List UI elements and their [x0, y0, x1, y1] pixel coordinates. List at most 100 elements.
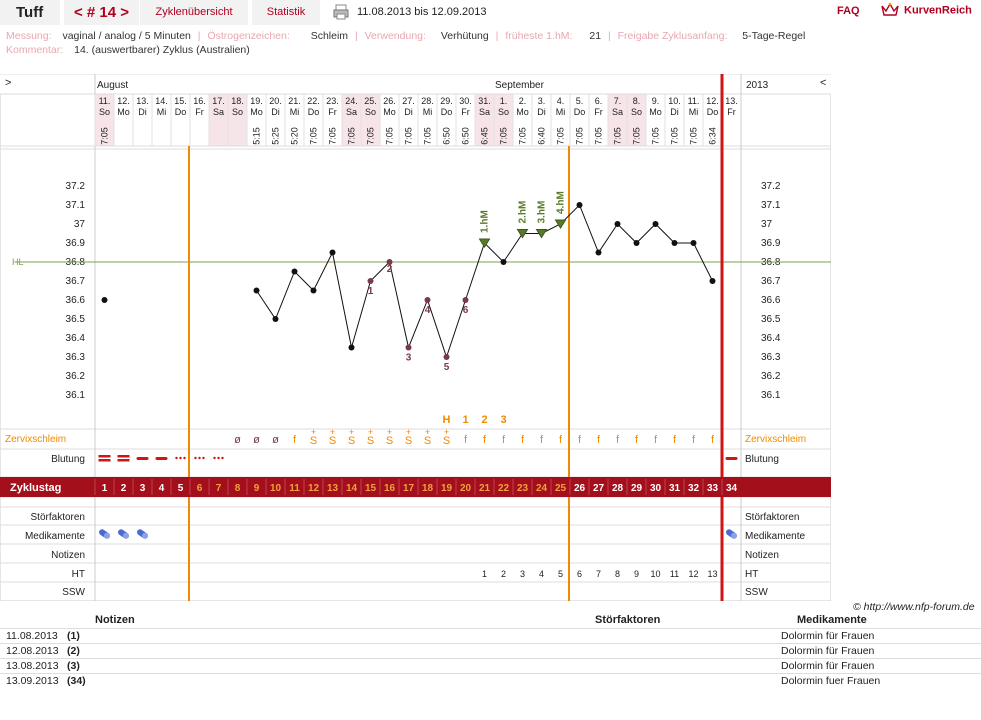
day-date: 11. — [99, 96, 111, 106]
y-tick-right: 37 — [761, 219, 773, 230]
freigabe-value: 5-Tage-Regel — [742, 30, 806, 42]
mucus-plus: + — [311, 427, 316, 437]
temperature-point — [614, 221, 621, 227]
app-title: Tuff — [0, 0, 60, 25]
day-date: 30. — [459, 96, 472, 106]
notes-row-medication: Dolormin für Frauen — [781, 645, 875, 657]
bleeding-mark — [155, 457, 168, 460]
temperature-point — [367, 278, 374, 284]
day-time: 7:05 — [670, 127, 680, 145]
day-time: 7:05 — [632, 127, 642, 145]
temperature-point — [462, 297, 469, 303]
y-tick-left: 36.9 — [66, 238, 86, 249]
medication-pill-icon — [99, 529, 110, 539]
mucus-symbol: f — [521, 434, 525, 446]
higher-measurement-label: 2.hM — [518, 201, 529, 224]
cycle-day-number: 11 — [289, 483, 300, 494]
medication-pill-icon — [137, 529, 148, 539]
weekend-shade — [228, 94, 247, 146]
year-label: 2013 — [746, 80, 769, 91]
day-weekday: Di — [670, 107, 679, 117]
bleeding-mark — [136, 457, 149, 460]
mucus-symbol: f — [483, 434, 487, 446]
frueheste-label: früheste 1.hM: — [505, 30, 573, 42]
day-date: 13. — [725, 96, 738, 106]
y-tick-right: 36.5 — [761, 314, 781, 325]
day-date: 7. — [614, 96, 622, 106]
brand-name: KurvenReich — [904, 4, 972, 17]
notes-row-cycle-day: (1) — [67, 630, 80, 642]
cycle-day-number: 33 — [707, 483, 719, 494]
day-time: 7:05 — [689, 127, 699, 145]
mucus-symbol: f — [578, 434, 582, 446]
ht-number: 5 — [558, 569, 563, 579]
temperature-point — [424, 297, 431, 303]
mucus-plus: + — [330, 427, 335, 437]
mucus-symbol: f — [540, 434, 544, 446]
ht-number: 1 — [482, 569, 487, 579]
temperature-point — [709, 278, 716, 284]
day-weekday: Mi — [157, 107, 167, 117]
row-label-blutung: Blutung — [51, 454, 85, 465]
notes-row-date: 11.08.2013 — [6, 630, 58, 642]
bleeding-mark — [725, 457, 738, 460]
mucus-plus: + — [406, 427, 411, 437]
day-time: 7:05 — [366, 127, 376, 145]
mucus-symbol: S — [348, 435, 355, 447]
notes-row: 13.08.2013 (3) Dolormin für Frauen — [0, 658, 981, 674]
day-time: 7:05 — [499, 127, 509, 145]
y-tick-right: 36.7 — [761, 276, 781, 287]
day-time: 7:05 — [100, 127, 110, 145]
faq-link[interactable]: FAQ — [837, 5, 860, 17]
day-weekday: So — [99, 107, 110, 117]
y-tick-left: 36.6 — [66, 295, 86, 306]
cycle-selector[interactable]: < # 14 > — [64, 0, 139, 25]
cycle-day-number: 23 — [517, 483, 529, 494]
y-tick-right: 37.2 — [761, 181, 781, 192]
row-label-zervix: Zervixschleim — [5, 434, 66, 445]
mucus-symbol: f — [654, 434, 658, 446]
day-date: 5. — [576, 96, 584, 106]
brand-logo[interactable]: KurvenReich — [881, 2, 972, 19]
cycle-day-number: 26 — [574, 483, 586, 494]
day-date: 4. — [557, 96, 565, 106]
mucus-plus: + — [349, 427, 354, 437]
notes-row: 13.09.2013 (34) Dolormin fuer Frauen — [0, 673, 981, 689]
peak-marker: 1 — [462, 414, 468, 426]
day-date: 26. — [383, 96, 396, 106]
day-weekday: Do — [441, 107, 453, 117]
day-time: 7:05 — [594, 127, 604, 145]
ht-number: 6 — [577, 569, 582, 579]
mucus-plus: + — [368, 427, 373, 437]
mucus-symbol: ø — [253, 434, 260, 446]
tab-statistics[interactable]: Statistik — [252, 0, 320, 25]
day-date: 8. — [633, 96, 641, 106]
tab-cycle-overview[interactable]: Zyklenübersicht — [140, 0, 248, 25]
verwendung-label: Verwendung: — [364, 30, 426, 42]
kommentar-value: 14. (auswertbarer) Zyklus (Australien) — [74, 44, 250, 56]
mucus-symbol: f — [673, 434, 677, 446]
day-time: 7:05 — [404, 127, 414, 145]
y-tick-left: 36.3 — [66, 352, 86, 363]
day-weekday: Di — [271, 107, 280, 117]
day-weekday: Di — [138, 107, 147, 117]
day-date: 21. — [288, 96, 301, 106]
cycle-chart: > <August September 201311.So7:0512.Mo13.Di… — [0, 74, 831, 601]
day-weekday: So — [365, 107, 376, 117]
measurement-info: Messung: vaginal / analog / 5 Minuten | … — [6, 30, 806, 42]
cycle-day-number: 12 — [308, 483, 320, 494]
print-icon[interactable] — [333, 4, 349, 20]
cycle-day-number: 4 — [159, 483, 165, 494]
day-weekday: Fr — [328, 107, 337, 117]
day-date: 20. — [269, 96, 282, 106]
temperature-point — [576, 202, 583, 208]
notes-row-cycle-day: (34) — [67, 675, 86, 687]
y-tick-left: 37 — [74, 219, 86, 230]
weekend-shade — [475, 94, 494, 146]
temperature-point — [291, 268, 298, 275]
day-date: 9. — [652, 96, 660, 106]
weekend-shade — [608, 94, 627, 146]
day-weekday: Sa — [479, 107, 490, 117]
day-date: 16. — [193, 96, 206, 106]
cycle-day-number: 9 — [254, 483, 260, 494]
